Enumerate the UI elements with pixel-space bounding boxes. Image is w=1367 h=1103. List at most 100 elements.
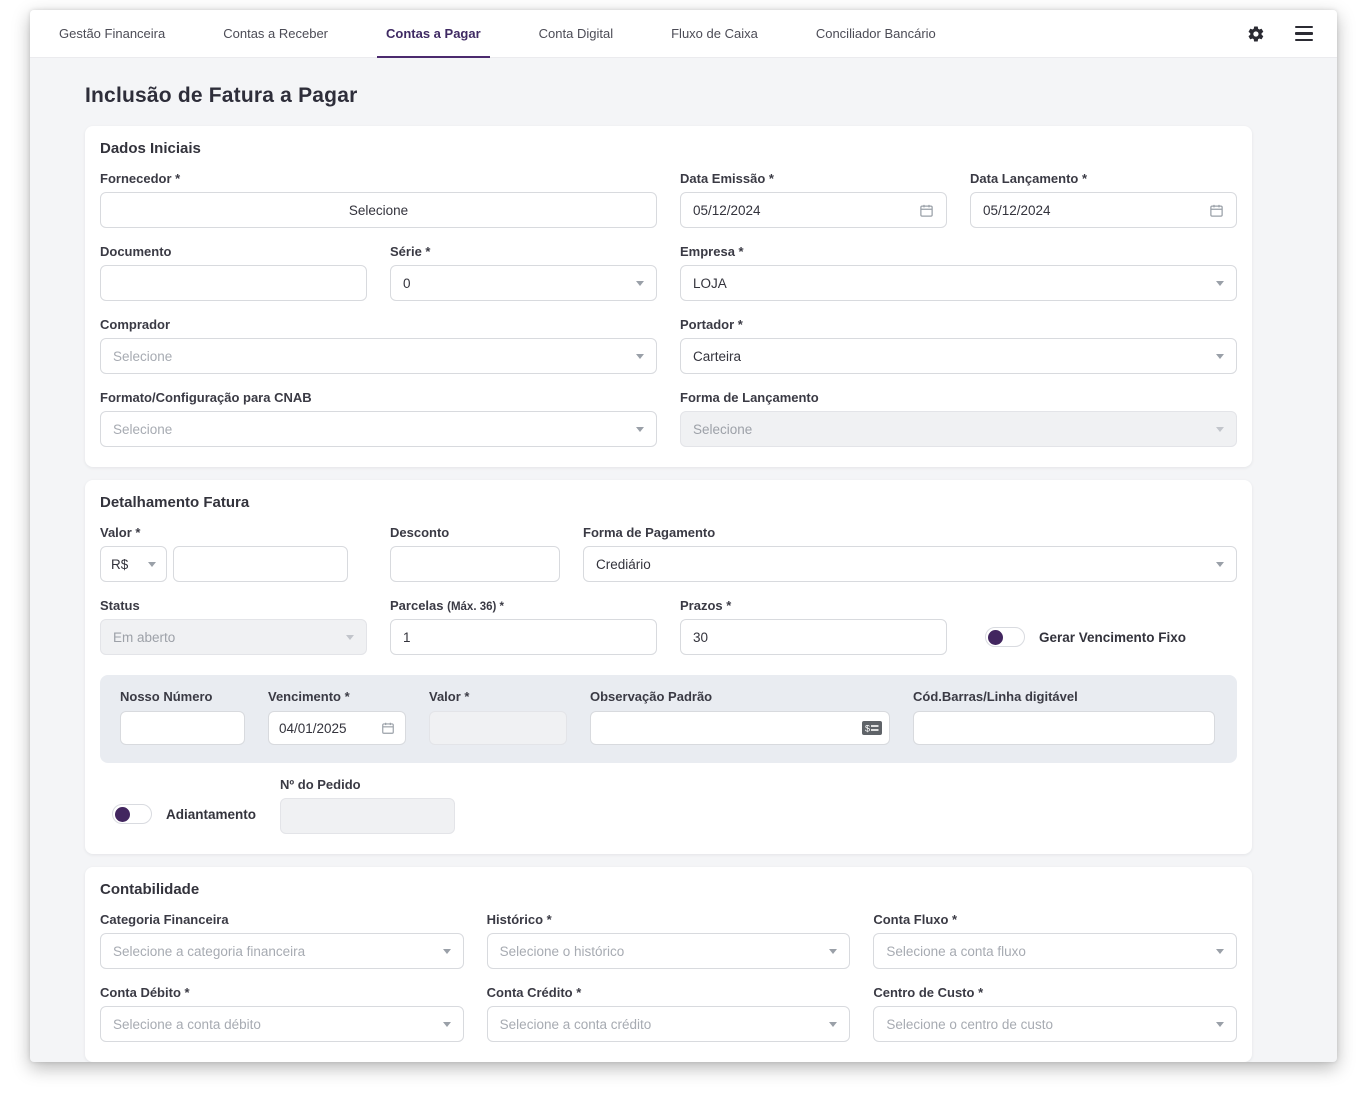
categoria-financeira-select[interactable]: Selecione a categoria financeira [100,933,464,969]
empresa-value: LOJA [693,275,727,291]
documento-input[interactable] [100,265,367,301]
nav-tabs: Gestão Financeira Contas a Receber Conta… [30,10,965,58]
chevron-down-icon [1216,353,1224,359]
chevron-down-icon [636,280,644,286]
tab-conciliador-bancario[interactable]: Conciliador Bancário [815,26,936,41]
nosso-numero-input[interactable] [120,711,245,745]
parcelas-input[interactable] [390,619,657,655]
page-title: Inclusão de Fatura a Pagar [85,84,358,107]
field-parcela-valor: Valor * [429,689,567,745]
field-comprador: Comprador Selecione [100,317,657,374]
field-conta-debito: Conta Débito * Selecione a conta débito [100,985,464,1042]
main-window: Gestão Financeira Contas a Receber Conta… [30,10,1337,1062]
vencimento-input[interactable]: 04/01/2025 [268,711,406,745]
chevron-down-icon [829,948,838,954]
adiantamento-label: Adiantamento [166,806,257,822]
field-data-lancamento: Data Lançamento * 05/12/2024 [970,171,1237,228]
desconto-input[interactable] [390,546,560,582]
parcelas-hint: (Máx. 36) * [447,601,505,613]
calendar-icon[interactable] [919,203,934,218]
tab-gestao-financeira[interactable]: Gestão Financeira [59,26,166,41]
parcela-valor-input [429,711,567,745]
field-categoria-financeira: Categoria Financeira Selecione a categor… [100,912,464,969]
data-lancamento-input[interactable]: 05/12/2024 [970,192,1237,228]
field-prazos: Prazos * [680,598,947,655]
field-centro-custo: Centro de Custo * Selecione o centro de … [873,985,1238,1042]
tab-contas-a-pagar[interactable]: Contas a Pagar [357,10,510,58]
field-cod-barras: Cód.Barras/Linha digitável [913,689,1215,745]
parcelas-label: Parcelas (Máx. 36) * [390,598,505,613]
svg-text:$: $ [865,724,870,734]
chevron-down-icon [636,353,644,359]
comprador-select[interactable]: Selecione [100,338,657,374]
field-conta-fluxo: Conta Fluxo * Selecione a conta fluxo [873,912,1238,969]
historico-select[interactable]: Selecione o histórico [486,933,851,969]
forma-pagamento-select[interactable]: Crediário [583,546,1237,582]
tab-conta-digital[interactable]: Conta Digital [538,26,614,41]
data-emissao-input[interactable]: 05/12/2024 [680,192,947,228]
section-dados-iniciais: Dados Iniciais Fornecedor * Data Emissão… [85,126,1252,467]
cod-barras-input[interactable] [913,711,1215,745]
data-lancamento-label: Data Lançamento * [970,171,1088,186]
field-conta-credito: Conta Crédito * Selecione a conta crédit… [486,985,851,1042]
conta-fluxo-placeholder: Selecione a conta fluxo [886,943,1026,959]
centro-custo-select[interactable]: Selecione o centro de custo [873,1006,1238,1042]
parcela-panel: Nosso Número Vencimento * 04/01/2025 Val… [100,675,1237,763]
field-fornecedor: Fornecedor * [100,171,657,228]
conta-debito-select[interactable]: Selecione a conta débito [100,1006,464,1042]
field-num-pedido: Nº do Pedido [280,777,456,834]
adiantamento-toggle[interactable] [112,804,152,824]
num-pedido-input [280,798,456,834]
section-title-contabilidade: Contabilidade [100,881,200,898]
toggle-knob [988,629,1003,645]
gerar-vencimento-fixo-toggle[interactable] [985,627,1025,647]
portador-label: Portador * [680,317,743,332]
forma-pagamento-label: Forma de Pagamento [583,525,716,540]
chevron-down-icon [829,1021,838,1027]
cnab-label: Formato/Configuração para CNAB [100,390,312,405]
observacao-padrao-input[interactable] [590,711,890,745]
serie-select[interactable]: 0 [390,265,657,301]
calendar-icon[interactable] [381,721,395,735]
serie-value: 0 [403,275,411,291]
desconto-label: Desconto [390,525,450,540]
conta-credito-select[interactable]: Selecione a conta crédito [486,1006,851,1042]
cnab-placeholder: Selecione [113,421,173,437]
field-serie: Série * 0 [390,244,657,301]
currency-select[interactable]: R$ [100,546,167,582]
toggle-knob [115,806,130,822]
cnab-select[interactable]: Selecione [100,411,657,447]
billing-note-icon[interactable]: $ [862,721,882,735]
conta-fluxo-select[interactable]: Selecione a conta fluxo [873,933,1238,969]
fornecedor-label: Fornecedor * [100,171,181,186]
calendar-icon[interactable] [1209,203,1224,218]
tab-fluxo-de-caixa[interactable]: Fluxo de Caixa [671,26,758,41]
field-observacao-padrao: Observação Padrão $ [590,689,890,745]
fornecedor-input[interactable] [100,192,657,228]
gerar-vencimento-fixo-wrap: Gerar Vencimento Fixo [985,619,1186,655]
empresa-select[interactable]: LOJA [680,265,1237,301]
menu-icon[interactable] [1293,23,1315,45]
section-contabilidade: Contabilidade Categoria Financeira Selec… [85,867,1252,1062]
documento-label: Documento [100,244,172,259]
section-title-detalhamento: Detalhamento Fatura [100,494,250,511]
historico-label: Histórico * [486,912,552,927]
conta-debito-placeholder: Selecione a conta débito [113,1016,261,1032]
field-valor: Valor * R$ [100,525,348,582]
data-lancamento-value: 05/12/2024 [983,202,1051,218]
field-historico: Histórico * Selecione o histórico [486,912,851,969]
data-emissao-label: Data Emissão * [680,171,774,186]
chevron-down-icon [148,561,156,567]
valor-input[interactable] [173,546,348,582]
vencimento-label: Vencimento * [268,689,350,704]
field-portador: Portador * Carteira [680,317,1237,374]
prazos-input[interactable] [680,619,947,655]
comprador-label: Comprador [100,317,171,332]
data-emissao-value: 05/12/2024 [693,202,761,218]
parcela-valor-label: Valor * [429,689,470,704]
portador-select[interactable]: Carteira [680,338,1237,374]
observacao-padrao-label: Observação Padrão [590,689,713,704]
gear-icon[interactable] [1245,23,1267,45]
tab-contas-a-receber[interactable]: Contas a Receber [223,26,329,41]
field-forma-pagamento: Forma de Pagamento Crediário [583,525,1237,582]
